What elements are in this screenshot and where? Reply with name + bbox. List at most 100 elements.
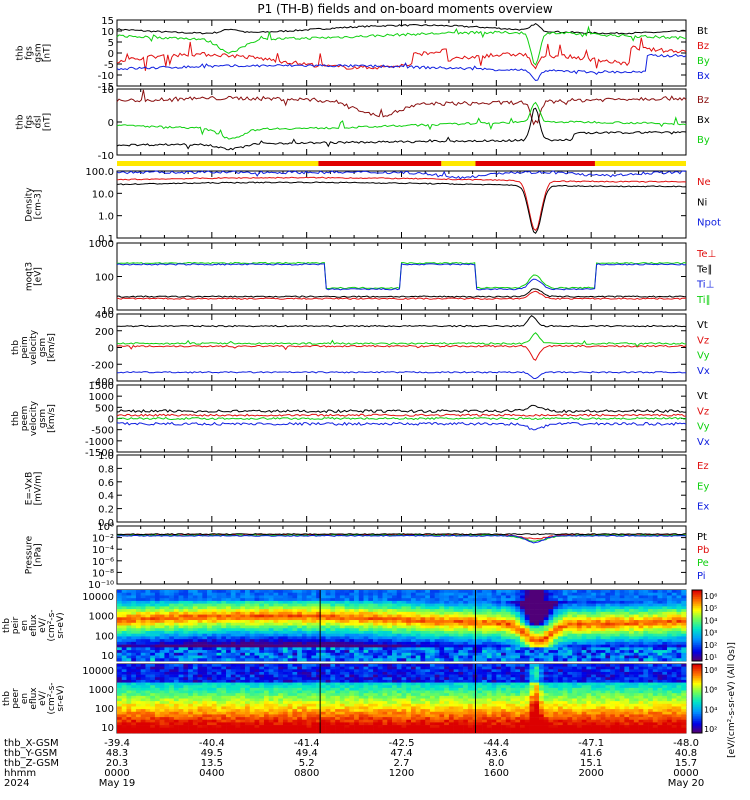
spectrogram-cell xyxy=(325,628,331,632)
spectrogram-cell xyxy=(320,655,326,659)
spectrogram-cell xyxy=(117,620,123,624)
spectrogram-cell xyxy=(420,590,426,594)
spectrogram-cell xyxy=(282,628,288,632)
spectrogram-cell xyxy=(420,652,426,656)
spectrogram-cell xyxy=(633,652,639,656)
spectrogram-cell xyxy=(548,592,554,596)
spectrogram-cell xyxy=(117,614,123,618)
spectrogram-cell xyxy=(287,677,293,681)
spectrogram-cell xyxy=(188,647,194,651)
spectrogram-cell xyxy=(126,622,132,626)
spectrogram-cell xyxy=(543,655,549,659)
spectrogram-cell xyxy=(671,652,677,656)
spectrogram-cell xyxy=(453,650,459,654)
spectrogram-cell xyxy=(131,730,137,734)
spectrogram-cell xyxy=(458,614,464,618)
spectrogram-cell xyxy=(387,595,393,599)
spectrogram-cell xyxy=(311,595,317,599)
spectrogram-cell xyxy=(610,650,616,654)
spectrogram-cell xyxy=(676,639,682,643)
spectrogram-cell xyxy=(216,679,222,683)
spectrogram-cell xyxy=(164,730,170,734)
spectrogram-cell xyxy=(135,620,142,624)
spectrogram-cell xyxy=(263,719,270,723)
spectrogram-cell xyxy=(301,666,307,670)
spectrogram-cell xyxy=(633,647,639,651)
spectrogram-cell xyxy=(557,600,564,604)
spectrogram-cell xyxy=(648,592,654,596)
spectrogram-cell xyxy=(268,633,274,637)
spectrogram-cell xyxy=(539,636,545,640)
spectrogram-cell xyxy=(638,603,644,607)
spectrogram-cell xyxy=(221,677,227,681)
spectrogram-cell xyxy=(235,698,241,702)
spectrogram-cell xyxy=(140,644,146,648)
spectrogram-cell xyxy=(197,725,203,728)
spectrogram-cell xyxy=(249,625,255,629)
spectrogram-cell xyxy=(382,622,388,626)
spectrogram-cell xyxy=(240,603,246,607)
spectrogram-cell xyxy=(638,625,644,629)
spectrogram-cell xyxy=(140,677,146,681)
spectrogram-cell xyxy=(197,693,203,697)
spectrogram-cell xyxy=(159,711,165,715)
spectrogram-cell xyxy=(202,690,208,694)
spectrogram-cell xyxy=(121,606,127,610)
spectrogram-cell xyxy=(154,617,160,621)
spectrogram-cell xyxy=(382,633,388,637)
spectrogram-cell xyxy=(240,669,246,673)
spectrogram-cell xyxy=(140,636,146,640)
spectrogram-cell xyxy=(183,609,189,613)
spectrogram-cell xyxy=(648,620,654,624)
spectrogram-cell xyxy=(458,620,464,624)
spectrogram-cell xyxy=(406,647,412,651)
spectrogram-cell xyxy=(240,698,246,702)
spectrogram-cell xyxy=(135,633,142,637)
spectrogram-cell xyxy=(657,600,663,604)
spectrogram-cell xyxy=(382,639,388,643)
spectrogram-cell xyxy=(230,677,236,681)
spectrogram-cell xyxy=(197,600,203,604)
spectrogram-cell xyxy=(140,682,146,686)
spectrogram-cell xyxy=(410,620,417,624)
spectrogram-cell xyxy=(439,617,445,621)
spectrogram-cell xyxy=(221,717,227,721)
spectrogram-cell xyxy=(643,633,649,637)
spectrogram-cell xyxy=(591,652,597,656)
spectrogram-cell xyxy=(406,606,412,610)
spectrogram-cell xyxy=(287,658,293,662)
spectrogram-cell xyxy=(254,722,260,726)
spectrogram-cell xyxy=(501,636,507,640)
spectrogram-cell xyxy=(159,703,165,707)
spectrogram-cell xyxy=(126,636,132,640)
colorbar-cell xyxy=(692,646,702,649)
spectrogram-cell xyxy=(135,685,142,689)
spectrogram-cell xyxy=(297,625,303,629)
spectrogram-cell xyxy=(188,698,194,702)
spectrogram-cell xyxy=(164,600,170,604)
spectrogram-cell xyxy=(444,590,450,594)
spectrogram-cell xyxy=(354,611,360,615)
spectrogram-cell xyxy=(358,641,364,645)
spectrogram-cell xyxy=(268,671,274,675)
spectrogram-cell xyxy=(316,709,322,713)
spectrogram-cell xyxy=(154,639,160,643)
spectrogram-cell xyxy=(643,644,649,648)
spectrogram-cell xyxy=(301,647,307,651)
spectrogram-cell xyxy=(377,598,383,602)
spectrogram-cell xyxy=(145,630,151,634)
spectrogram-cell xyxy=(467,609,473,613)
spectrogram-cell xyxy=(306,622,312,626)
spectrogram-cell xyxy=(477,622,483,626)
spectrogram-cell xyxy=(216,725,222,728)
spectrogram-cell xyxy=(633,639,639,643)
spectrogram-cell xyxy=(126,685,132,689)
spectrogram-cell xyxy=(486,628,492,632)
spectrogram-cell xyxy=(278,719,284,723)
spectrogram-cell xyxy=(292,725,298,728)
spectrogram-cell xyxy=(259,725,265,728)
spectrogram-cell xyxy=(131,641,137,645)
spectrogram-cell xyxy=(354,617,360,621)
spectrogram-cell xyxy=(648,633,654,637)
spectrogram-cell xyxy=(131,598,137,602)
